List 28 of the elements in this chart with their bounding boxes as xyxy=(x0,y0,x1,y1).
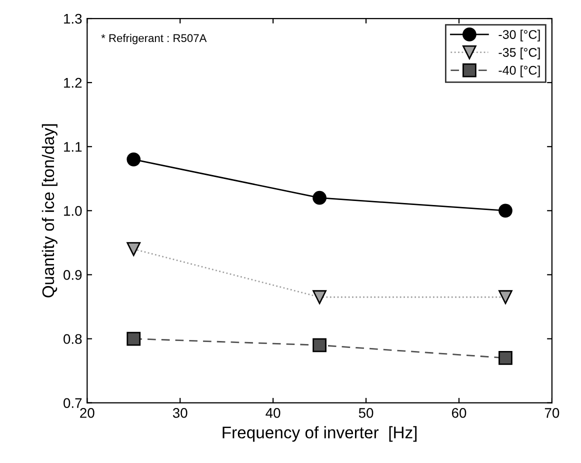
y-tick-label: 1.3 xyxy=(64,14,82,24)
y-tick-label: 1.1 xyxy=(64,142,82,152)
x-tick-label: 60 xyxy=(452,408,466,418)
point xyxy=(126,242,141,256)
legend-label: -40 [°C] xyxy=(498,66,540,78)
x-tick-label: 40 xyxy=(266,408,280,418)
y-tick-label: 1.0 xyxy=(64,206,82,216)
annotation: * Refrigerant : R507A xyxy=(101,34,207,44)
y-axis-title: Quantity of ice [ton/day] xyxy=(42,124,58,298)
y-tick-label: 0.8 xyxy=(64,334,82,344)
point xyxy=(126,332,141,346)
x-tick-label: 70 xyxy=(544,408,560,418)
point xyxy=(126,152,141,166)
point xyxy=(498,351,512,365)
x-axis-title: Frequency of inverter [Hz] xyxy=(222,426,417,442)
y-tick-label: 1.2 xyxy=(64,78,82,88)
y-tick-label: 0.7 xyxy=(64,398,82,408)
legend-label: -30 [°C] xyxy=(498,30,540,42)
point xyxy=(498,204,512,218)
x-tick-label: 50 xyxy=(358,408,374,418)
legend-label: -35 [°C] xyxy=(498,48,540,60)
x-tick-label: 20 xyxy=(80,408,94,418)
point xyxy=(312,338,326,352)
point xyxy=(498,290,512,304)
y-tick-label: 0.9 xyxy=(64,270,82,280)
point xyxy=(312,290,326,304)
point xyxy=(312,190,326,205)
x-tick-label: 30 xyxy=(172,408,188,418)
